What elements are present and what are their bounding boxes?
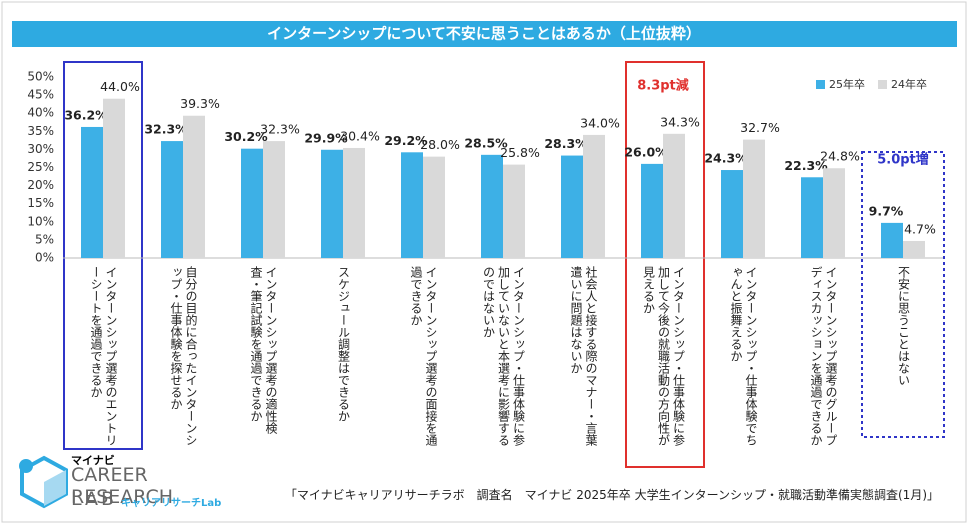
value-label: 32.7% — [740, 120, 780, 135]
logo: マイナビ CAREER RESEARCH LAB キャリアリサーチLab — [16, 452, 246, 516]
x-tick-label: 社会人と接する際のマナー・言葉遣いに問題はないか — [569, 266, 598, 446]
x-tick-label: インターンシップ選考のグループディスカッションを通過できるか — [809, 266, 838, 446]
y-tick-label: 10% — [27, 214, 54, 228]
legend-swatch — [816, 80, 825, 89]
logo-sub: キャリアリサーチLab — [121, 498, 222, 509]
bar — [561, 155, 583, 258]
y-tick-label: 15% — [27, 196, 54, 210]
highlight-box — [861, 151, 945, 438]
highlight-box — [63, 61, 143, 450]
bar — [881, 222, 903, 258]
bar — [641, 163, 663, 258]
y-tick-label: 20% — [27, 178, 54, 192]
value-label: 9.7% — [869, 203, 904, 218]
bar — [183, 115, 205, 258]
value-label: 34.0% — [580, 115, 620, 130]
value-label: 26.0% — [624, 144, 668, 159]
bar — [801, 177, 823, 258]
bar — [583, 134, 605, 258]
value-label: 36.2% — [64, 107, 108, 122]
x-tick-label: インターンシップ・仕事体験でちゃんと振舞えるか — [729, 266, 758, 446]
legend-swatch — [878, 80, 887, 89]
bar — [423, 156, 445, 258]
logo-mark — [19, 455, 68, 509]
bar — [263, 141, 285, 258]
y-tick-label: 45% — [27, 88, 54, 102]
x-tick-label: インターンシップ・仕事体験に参加して今後の就職活動の方向性が見えるか — [641, 266, 686, 446]
value-label: 29.9% — [304, 130, 348, 145]
x-tick-label: インターンシップ・仕事体験に参加していないと本選考に影響するのではないか — [481, 266, 526, 446]
value-label: 32.3% — [144, 122, 188, 137]
bar — [903, 240, 925, 258]
value-label: 28.3% — [544, 136, 588, 151]
annotation: 8.3pt減 — [637, 78, 689, 94]
bar — [481, 154, 503, 258]
value-label: 25.8% — [500, 145, 540, 160]
chart-title: インターンシップについて不安に思うことはあるか（上位抜粋） — [267, 25, 701, 43]
bar — [743, 139, 765, 258]
highlight-box — [625, 61, 705, 468]
bar — [321, 149, 343, 258]
source: 「マイナビキャリアリサーチラボ 調査名 マイナビ 2025年卒 大学生インターン… — [284, 488, 939, 502]
bar — [241, 148, 263, 258]
value-label: 34.3% — [660, 114, 700, 129]
bar — [503, 164, 525, 258]
y-tick-label: 0% — [35, 251, 54, 265]
y-tick-label: 40% — [27, 106, 54, 120]
y-tick-label: 35% — [27, 124, 54, 138]
y-tick-label: 50% — [27, 70, 54, 84]
title-bar — [12, 21, 957, 47]
logo-name: CAREER RESEARCH — [71, 464, 174, 508]
value-label: 39.3% — [180, 96, 220, 111]
bar — [161, 141, 183, 258]
value-label: 4.7% — [904, 221, 936, 236]
logo-lab: LAB — [71, 488, 118, 510]
value-label: 24.8% — [820, 149, 860, 164]
value-label: 44.0% — [100, 79, 140, 94]
value-label: 28.5% — [464, 135, 508, 150]
value-label: 29.2% — [384, 133, 428, 148]
bar — [401, 152, 423, 258]
value-label: 32.3% — [260, 122, 300, 137]
x-tick-label: 不安に思うことはない — [896, 266, 911, 386]
value-label: 30.4% — [340, 128, 380, 143]
legend-label: 24年卒 — [891, 77, 927, 91]
x-tick-label: インターンシップ選考の適性検査・筆記試験を通過できるか — [249, 266, 278, 434]
value-label: 24.3% — [704, 151, 748, 166]
value-label: 30.2% — [224, 129, 268, 144]
legend-label: 25年卒 — [829, 77, 865, 91]
bar — [81, 126, 103, 259]
bar — [823, 168, 845, 258]
x-tick-label: インターンシップ選考のエントリーシートを通過できるか — [89, 266, 118, 446]
value-label: 22.3% — [784, 158, 828, 173]
value-label: 28.0% — [420, 137, 460, 152]
bar — [663, 133, 685, 258]
y-tick-label: 5% — [35, 232, 54, 246]
y-tick-label: 25% — [27, 160, 54, 174]
annotation: 5.0pt増 — [877, 152, 929, 168]
bar — [721, 170, 743, 258]
y-tick-label: 30% — [27, 142, 54, 156]
x-tick-label: インターンシップ選考の面接を通過できるか — [409, 266, 438, 446]
x-tick-label: 自分の目的に合ったインターンシップ・仕事体験を探せるか — [169, 266, 198, 446]
bar — [103, 98, 125, 258]
x-tick-label: スケジュール調整はできるか — [336, 266, 351, 422]
logo-brand: マイナビ — [71, 454, 115, 467]
bar — [343, 147, 365, 258]
